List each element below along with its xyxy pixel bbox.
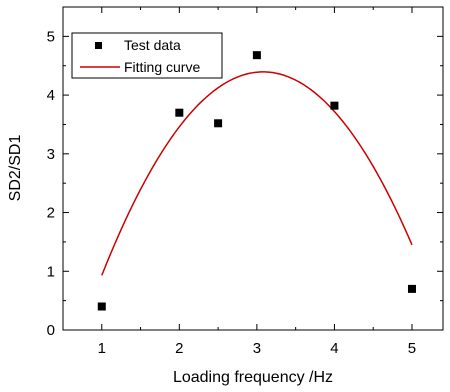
legend-box	[71, 32, 223, 79]
fitting-curve	[101, 71, 413, 276]
plot-frame	[62, 6, 444, 331]
x-axis-title: Loading frequency /Hz	[173, 369, 333, 386]
axis-ticks	[63, 7, 443, 331]
plot-area-frame	[62, 6, 444, 331]
x-tick-label: 3	[253, 340, 261, 357]
y-tick-label: 4	[47, 87, 55, 104]
data-point	[330, 101, 339, 110]
y-tick-label: 3	[47, 146, 55, 163]
x-tick-label: 1	[98, 340, 106, 357]
data-point	[252, 51, 261, 60]
data-point	[214, 119, 223, 128]
y-tick-label: 1	[47, 263, 55, 280]
x-tick-label: 2	[175, 340, 183, 357]
y-tick-label: 5	[47, 28, 55, 45]
legend-label-fitting-curve: Fitting curve	[124, 59, 200, 75]
test-data-points	[97, 51, 416, 311]
legend-label-test-data: Test data	[124, 37, 181, 53]
x-tick-label: 4	[330, 340, 338, 357]
axis-tick-labels: 1 2 3 4 5 0 1 2 3 4 5	[47, 28, 416, 357]
legend-square-marker-icon	[95, 42, 102, 49]
data-point	[175, 108, 184, 117]
data-point	[97, 302, 106, 311]
legend: Test data Fitting curve	[71, 32, 223, 79]
y-tick-label: 0	[47, 322, 55, 339]
data-point	[407, 284, 416, 293]
x-tick-label: 5	[408, 340, 416, 357]
y-axis-title: SD2/SD1	[7, 135, 24, 202]
y-tick-label: 2	[47, 205, 55, 222]
